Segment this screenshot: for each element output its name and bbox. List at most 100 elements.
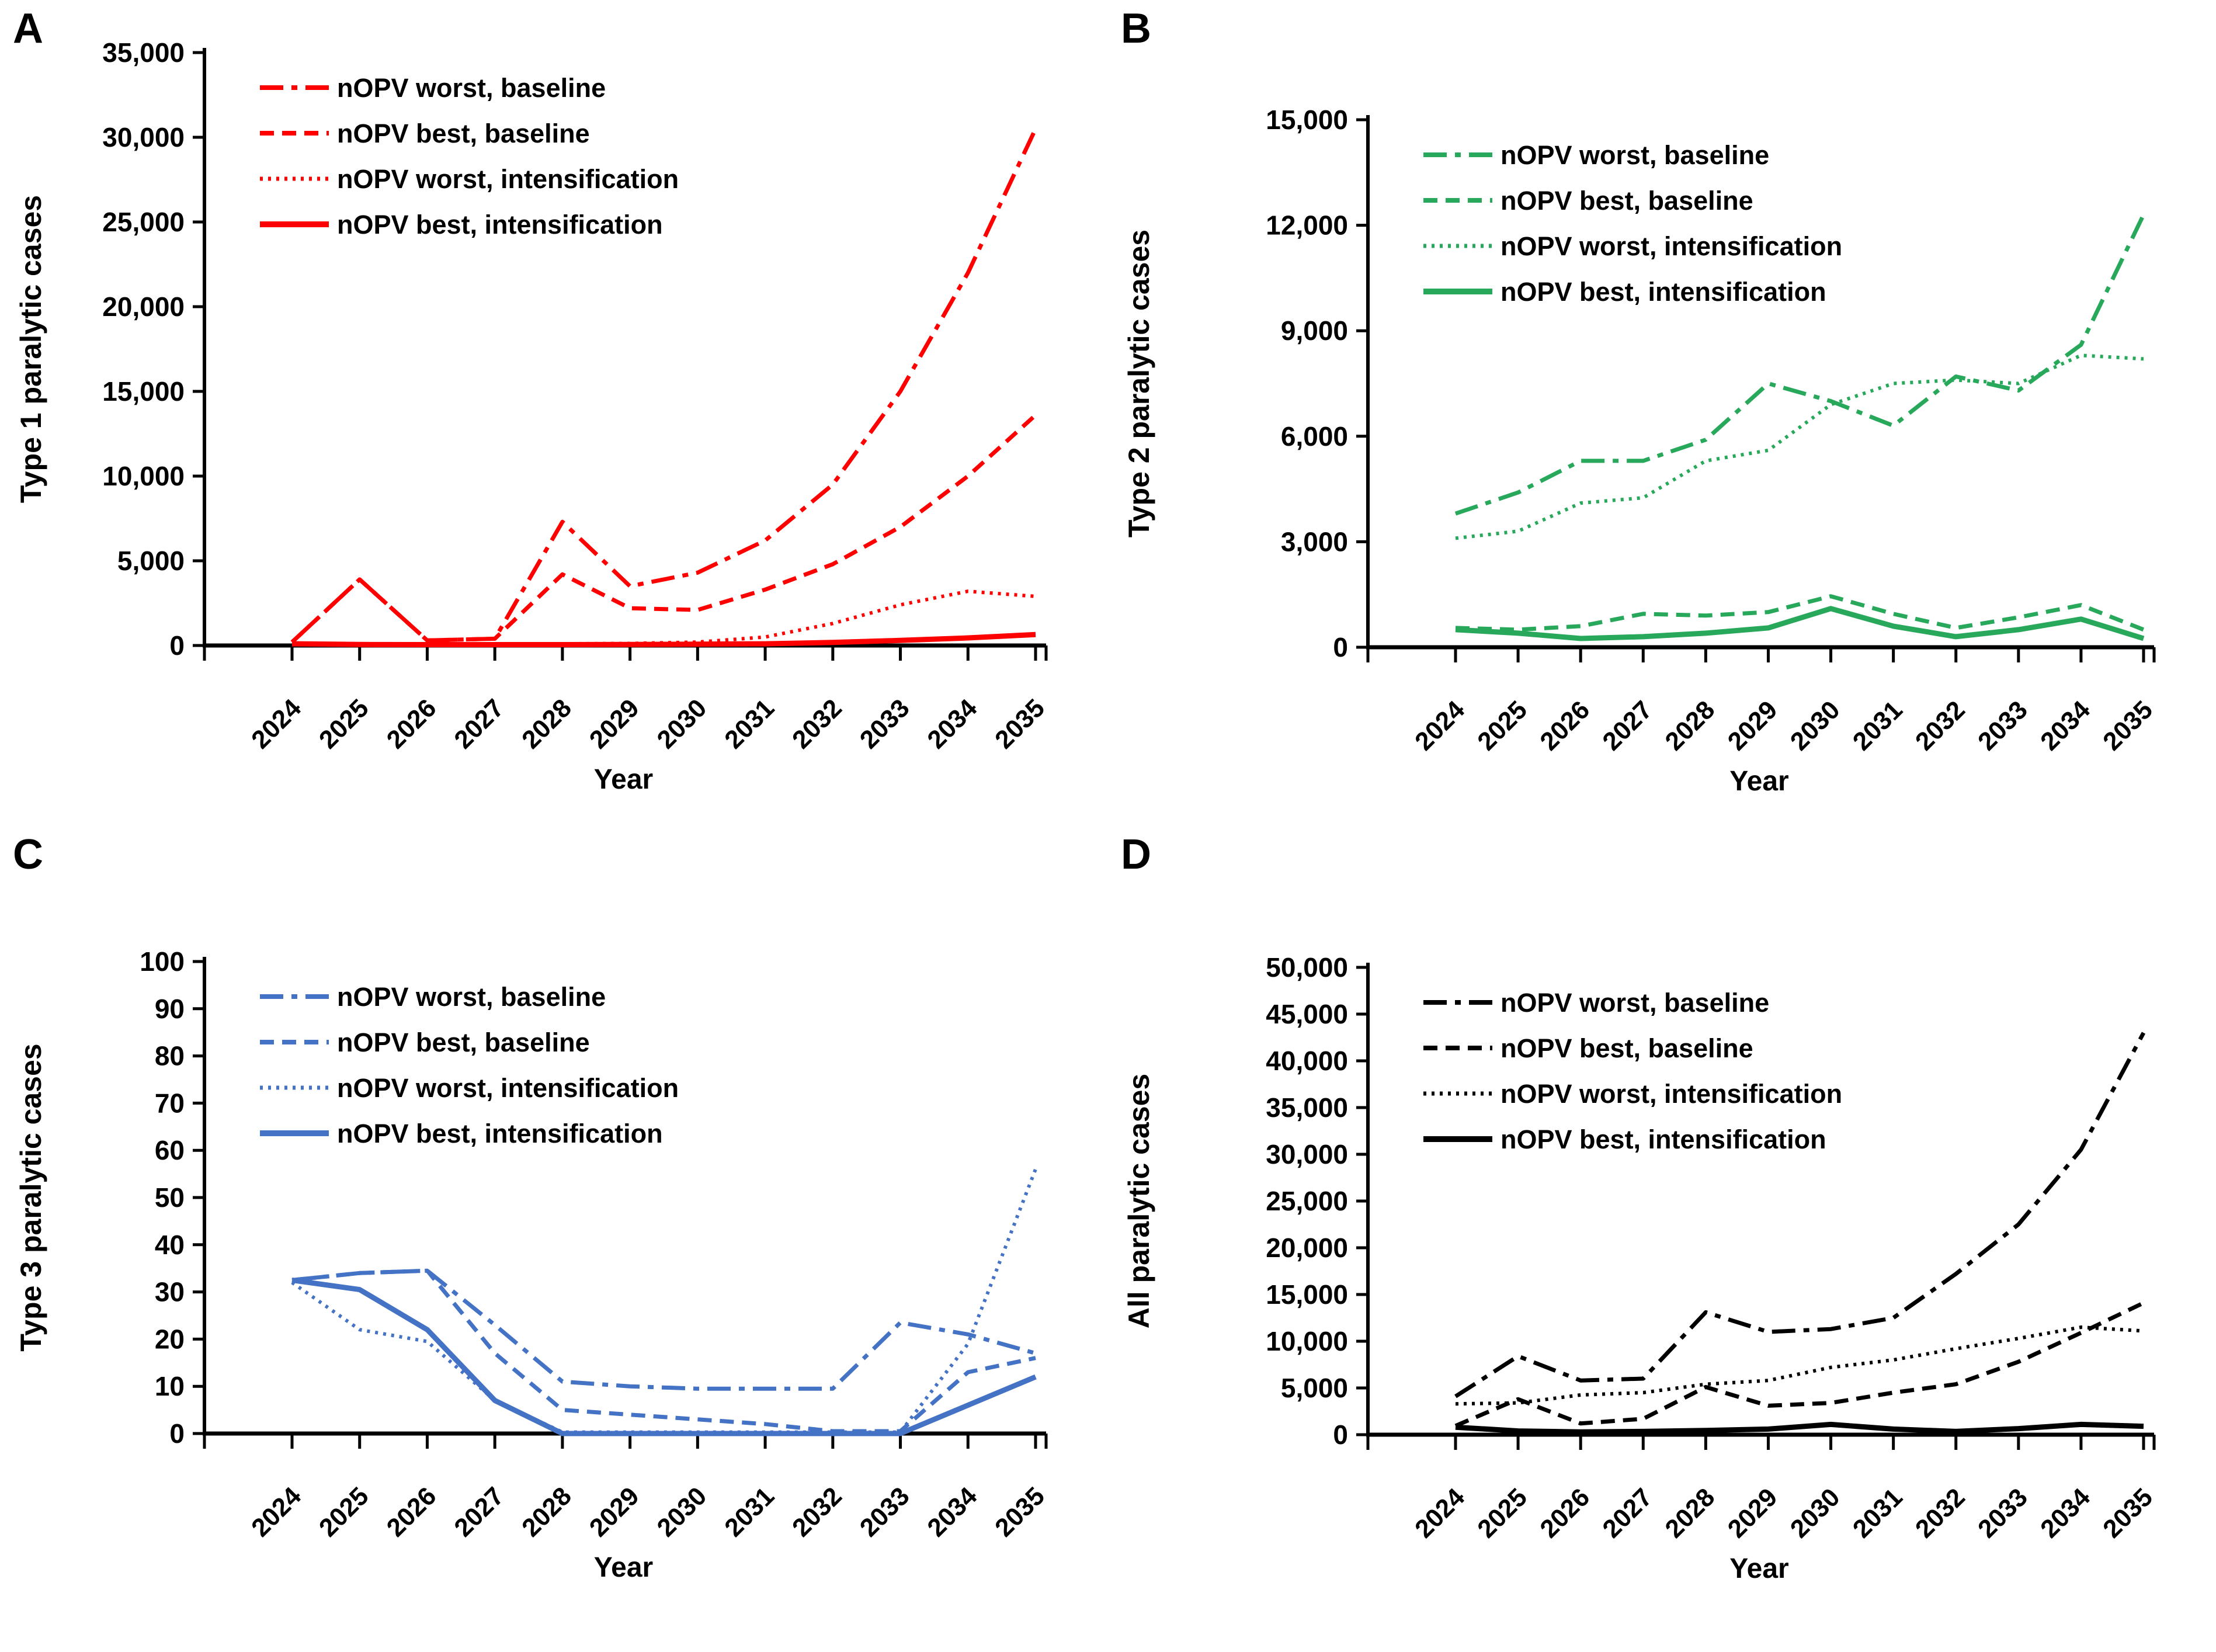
x-tick-label: 2033 [1972,695,2033,756]
y-tick-label: 45,000 [1266,999,1348,1029]
y-tick-label: 15,000 [1266,105,1348,135]
legend-item: nOPV worst, baseline [1423,140,1769,170]
legend-label: nOPV worst, baseline [1501,988,1769,1018]
axes [1366,115,2154,650]
legend-label: nOPV worst, intensification [337,1073,679,1103]
x-tick-label: 2027 [1597,1483,1658,1543]
x-tick-label: 2031 [1847,1483,1908,1543]
y-tick-label: 9,000 [1281,315,1348,346]
y-tick-label: 0 [169,630,185,661]
x-tick-label: 2028 [1660,695,1721,756]
x-tick-label: 2031 [719,693,780,754]
x-tick-label: 2034 [922,1481,982,1542]
y-tick-label: 5,000 [117,546,185,576]
x-tick-label: 2033 [855,693,915,754]
series-line-solid [291,631,1036,647]
legend-label: nOPV best, intensification [1501,277,1826,307]
y-axis-ticks: 0 3,000 6,000 9,000 12,000 15,000 [1266,105,1368,662]
y-tick-label: 40,000 [1266,1046,1348,1076]
y-tick-label: 35,000 [102,37,185,68]
x-tick-label: 2028 [1660,1483,1721,1543]
series-line-dashed [1455,594,2145,632]
legend-label: nOPV worst, intensification [337,164,679,194]
series-line-dotted [1455,353,2144,540]
x-tick-label: 2035 [989,1481,1050,1542]
legend-label: nOPV worst, intensification [1501,231,1842,261]
y-tick-label: 20,000 [1266,1233,1348,1263]
y-axis-title: All paralytic cases [1123,1074,1155,1328]
x-axis-title: Year [1729,766,1788,797]
legend-label: nOPV best, baseline [337,119,590,148]
x-tick-label: 2029 [1722,1483,1783,1543]
x-tick-label: 2030 [652,1481,713,1542]
panel-b-chart-svg: 0 3,000 6,000 9,000 12,000 15,000 2024 2025 2026… [1123,105,2158,797]
x-axis-ticks: 2024 2025 2026 2027 2028 2029 2030 2031 2032 2033… [203,1434,1050,1542]
x-tick-label: 2033 [1972,1483,2033,1543]
panel-d-chart-svg: 0 5,000 10,000 15,000 20,000 25,000 30,000 35,0… [1123,952,2158,1584]
y-tick-label: 25,000 [1266,1186,1348,1216]
legend-item: nOPV best, intensification [1423,1125,1826,1154]
x-axis-title: Year [594,764,653,795]
y-tick-label: 5,000 [1281,1373,1348,1403]
x-tick-label: 2024 [1409,1483,1470,1543]
x-axis-title: Year [594,1552,653,1583]
y-tick-label: 100 [140,946,185,977]
x-tick-label: 2024 [246,1481,307,1542]
series-line-solid [1455,1421,2144,1435]
panel-c-letter: C [13,831,43,878]
x-axis-ticks: 2024 2025 2026 2027 2028 2029 2030 2031 2032 2033… [203,645,1050,754]
x-tick-label: 2035 [989,693,1050,754]
x-tick-label: 2032 [1910,695,1971,756]
x-tick-label: 2034 [922,693,982,754]
y-axis-title: Type 3 paralytic cases [15,1043,47,1351]
x-tick-label: 2030 [1785,695,1846,756]
series-line-dashed [1454,1301,2145,1428]
panel-a: A 0 5,000 10,000 15,000 20,000 25,000 30,000 35… [0,0,1108,826]
legend-label: nOPV best, baseline [1501,186,1753,216]
y-tick-label: 20,000 [102,291,185,322]
x-tick-label: 2026 [381,1481,442,1542]
panel-a-chart-svg: 0 5,000 10,000 15,000 20,000 25,000 30,000 35,0… [15,37,1050,795]
x-tick-label: 2032 [787,693,848,754]
legend-item: nOPV worst, baseline [1423,988,1769,1018]
y-tick-label: 25,000 [102,207,185,237]
x-tick-label: 2034 [2035,695,2096,756]
y-tick-label: 10,000 [1266,1326,1348,1356]
x-tick-label: 2027 [1597,695,1658,756]
x-tick-label: 2027 [449,693,509,754]
x-tick-label: 2029 [584,693,645,754]
legend: nOPV worst, baseline nOPV best, baseline n… [260,73,679,240]
y-axis-title: Type 2 paralytic cases [1123,230,1155,537]
panel-d: D 0 5,000 10,000 15,000 20,000 25,000 30,000 35… [1108,826,2216,1652]
y-tick-label: 0 [169,1418,185,1449]
legend-label: nOPV worst, baseline [1501,140,1769,170]
y-tick-label: 10 [155,1371,185,1401]
y-axis-title: Type 1 paralytic cases [15,195,47,503]
series-lines [291,1168,1037,1436]
y-tick-label: 70 [155,1088,185,1118]
series-line-dashdot [291,1268,1036,1391]
y-tick-label: 90 [155,994,185,1024]
y-axis-ticks: 0 5,000 10,000 15,000 20,000 25,000 30,000 35,0… [1266,952,1368,1450]
legend-item: nOPV best, baseline [1423,186,1753,216]
x-tick-label: 2031 [719,1481,780,1542]
y-tick-label: 40 [155,1230,185,1260]
series-lines [1454,213,2146,641]
y-axis-ticks: 0 5,000 10,000 15,000 20,000 25,000 30,000 35,0… [102,37,204,661]
x-tick-label: 2035 [2097,695,2158,756]
series-lines [290,128,1038,647]
x-tick-label: 2032 [787,1481,848,1542]
y-tick-label: 15,000 [1266,1279,1348,1310]
panel-d-letter: D [1121,831,1151,878]
series-line-solid [291,1277,1037,1436]
x-tick-label: 2025 [1472,695,1533,756]
series-lines [1454,1032,2146,1435]
x-tick-label: 2024 [246,693,307,754]
legend-item: nOPV best, baseline [1423,1033,1753,1063]
y-tick-label: 10,000 [102,461,185,491]
legend-item: nOPV best, intensification [260,210,663,240]
panel-c: C 0 10 20 30 40 50 60 70 80 90 100 2024 2025 2026 2027… [0,826,1108,1652]
axes [1366,963,2154,1437]
x-tick-label: 2025 [1472,1483,1533,1543]
